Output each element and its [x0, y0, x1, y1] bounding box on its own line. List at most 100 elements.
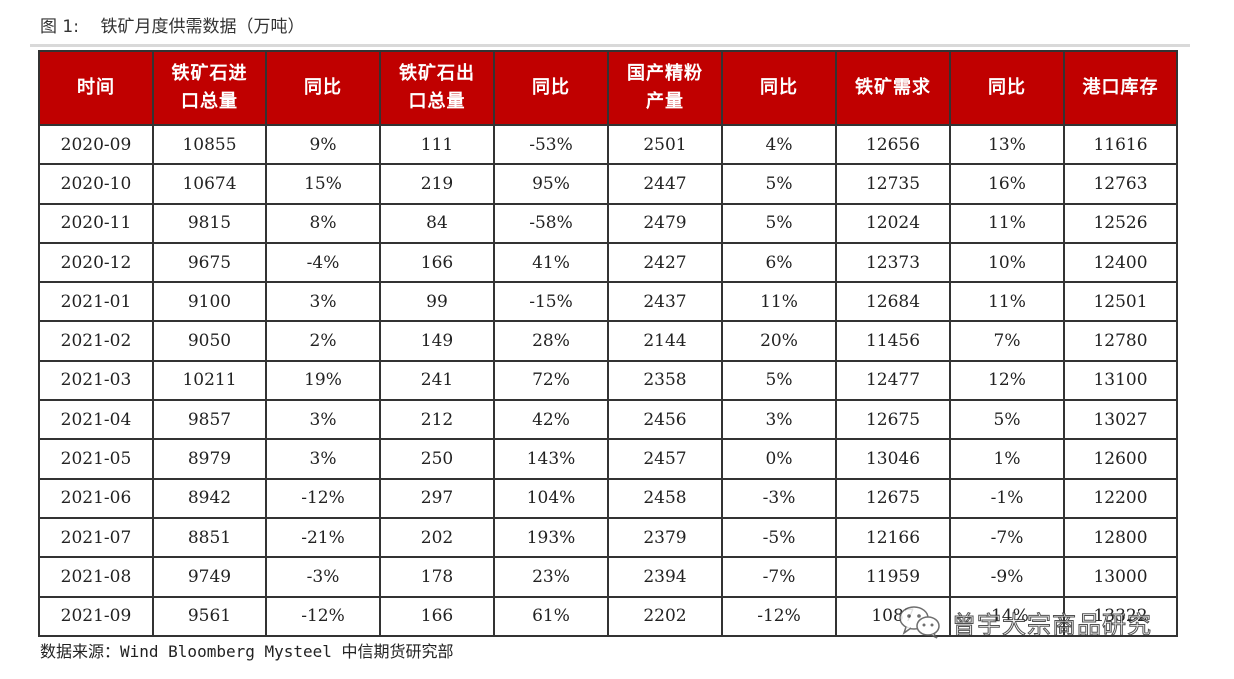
title-divider — [30, 44, 1190, 47]
cell-export-total: 202 — [379, 516, 495, 559]
cell-time: 2020-11 — [38, 202, 154, 244]
cell-demand: 1087 — [835, 595, 951, 637]
cell-port-inventory: 12780 — [1063, 320, 1178, 362]
cell-demand-yoy: 12% — [949, 359, 1065, 402]
table-row: 2020-12 9675 -4% 166 41% 2427 6% 12373 10% 12400 — [38, 241, 1178, 284]
cell-domestic-output: 2456 — [607, 399, 723, 441]
cell-time: 2021-05 — [38, 438, 154, 480]
cell-import-total: 9100 — [152, 281, 267, 323]
cell-import-total: 9749 — [152, 556, 267, 598]
cell-demand-yoy: 10% — [949, 241, 1065, 284]
cell-export-yoy: 143% — [493, 438, 609, 480]
cell-port-inventory: 12800 — [1063, 516, 1178, 559]
cell-domestic-yoy: -5% — [721, 516, 837, 559]
cell-demand-yoy: 5% — [949, 399, 1065, 441]
table-row: 2021-04 9857 3% 212 42% 2456 3% 12675 5% 13027 — [38, 399, 1178, 441]
cell-domestic-output: 2458 — [607, 477, 723, 519]
cell-domestic-yoy: 0% — [721, 438, 837, 480]
cell-domestic-output: 2479 — [607, 202, 723, 244]
cell-import-total: 10674 — [152, 163, 267, 205]
cell-export-total: 84 — [379, 202, 495, 244]
cell-port-inventory: 13000 — [1063, 556, 1178, 598]
cell-import-total: 9675 — [152, 241, 267, 284]
cell-import-yoy: 8% — [265, 202, 381, 244]
cell-import-yoy: -12% — [265, 595, 381, 637]
header-domestic-concentrate: 国产精粉 产量 — [607, 50, 723, 126]
table-row: 2021-01 9100 3% 99 -15% 2437 11% 12684 11% 12501 — [38, 281, 1178, 323]
cell-demand-yoy: -1% — [949, 477, 1065, 519]
header-export-total: 铁矿石出 口总量 — [379, 50, 495, 126]
cell-demand-yoy: 7% — [949, 320, 1065, 362]
cell-import-total: 10855 — [152, 123, 267, 166]
header-domestic-concentrate-text: 国产精粉 产量 — [627, 63, 703, 112]
cell-demand: 12373 — [835, 241, 951, 284]
cell-domestic-yoy: 5% — [721, 359, 837, 402]
cell-export-yoy: -15% — [493, 281, 609, 323]
cell-demand-yoy: 16% — [949, 163, 1065, 205]
cell-export-total: 178 — [379, 556, 495, 598]
cell-import-total: 9857 — [152, 399, 267, 441]
cell-export-total: 111 — [379, 123, 495, 166]
table-header-row: 时间 铁矿石进 口总量 同比 铁矿石出 口总量 同比 国产精粉 产量 同比 铁矿… — [38, 50, 1178, 126]
cell-domestic-yoy: -3% — [721, 477, 837, 519]
table-row: 2020-11 9815 8% 84 -58% 2479 5% 12024 11% 12526 — [38, 202, 1178, 244]
cell-import-yoy: 3% — [265, 281, 381, 323]
cell-domestic-yoy: 4% — [721, 123, 837, 166]
table-row: 2021-08 9749 -3% 178 23% 2394 -7% 11959 -9% 13000 — [38, 556, 1178, 598]
cell-demand: 11959 — [835, 556, 951, 598]
cell-domestic-output: 2394 — [607, 556, 723, 598]
cell-export-yoy: 23% — [493, 556, 609, 598]
cell-export-total: 166 — [379, 595, 495, 637]
header-port-inventory: 港口库存 — [1063, 50, 1178, 126]
cell-demand: 11456 — [835, 320, 951, 362]
cell-export-total: 297 — [379, 477, 495, 519]
cell-demand-yoy: 13% — [949, 123, 1065, 166]
cell-import-total: 8851 — [152, 516, 267, 559]
cell-demand: 12166 — [835, 516, 951, 559]
cell-port-inventory: 12501 — [1063, 281, 1178, 323]
table-row: 2021-02 9050 2% 149 28% 2144 20% 11456 7% 12780 — [38, 320, 1178, 362]
cell-import-total: 9050 — [152, 320, 267, 362]
header-yoy: 同比 — [265, 50, 381, 126]
cell-time: 2021-09 — [38, 595, 154, 637]
cell-export-yoy: -53% — [493, 123, 609, 166]
cell-port-inventory: 13322 — [1063, 595, 1178, 637]
cell-time: 2020-09 — [38, 123, 154, 166]
cell-import-total: 9815 — [152, 202, 267, 244]
cell-domestic-yoy: 3% — [721, 399, 837, 441]
cell-export-total: 166 — [379, 241, 495, 284]
cell-import-total: 8942 — [152, 477, 267, 519]
cell-port-inventory: 11616 — [1063, 123, 1178, 166]
wechat-icon — [898, 604, 942, 640]
cell-export-total: 219 — [379, 163, 495, 205]
iron-ore-supply-demand-table: 时间 铁矿石进 口总量 同比 铁矿石出 口总量 同比 国产精粉 产量 同比 铁矿… — [38, 50, 1178, 637]
cell-time: 2021-01 — [38, 281, 154, 323]
cell-domestic-output: 2379 — [607, 516, 723, 559]
cell-demand-yoy: -9% — [949, 556, 1065, 598]
cell-import-yoy: -4% — [265, 241, 381, 284]
cell-domestic-yoy: 5% — [721, 202, 837, 244]
cell-import-yoy: -21% — [265, 516, 381, 559]
table-row: 2020-09 10855 9% 111 -53% 2501 4% 12656 13% 11616 — [38, 123, 1178, 166]
header-iron-ore-demand: 铁矿需求 — [835, 50, 951, 126]
cell-demand-yoy: -7% — [949, 516, 1065, 559]
header-yoy: 同比 — [721, 50, 837, 126]
cell-domestic-output: 2447 — [607, 163, 723, 205]
cell-import-yoy: 3% — [265, 399, 381, 441]
cell-domestic-output: 2437 — [607, 281, 723, 323]
cell-export-total: 99 — [379, 281, 495, 323]
cell-demand: 12675 — [835, 399, 951, 441]
cell-time: 2021-03 — [38, 359, 154, 402]
cell-time: 2020-10 — [38, 163, 154, 205]
cell-time: 2021-08 — [38, 556, 154, 598]
cell-import-yoy: 15% — [265, 163, 381, 205]
cell-port-inventory: 12200 — [1063, 477, 1178, 519]
cell-import-yoy: -3% — [265, 556, 381, 598]
cell-export-yoy: 193% — [493, 516, 609, 559]
watermark-text: 曾宇大宗商品研究 — [952, 610, 1152, 639]
cell-export-total: 241 — [379, 359, 495, 402]
cell-port-inventory: 12400 — [1063, 241, 1178, 284]
cell-import-yoy: 19% — [265, 359, 381, 402]
cell-export-yoy: 72% — [493, 359, 609, 402]
cell-domestic-yoy: 11% — [721, 281, 837, 323]
